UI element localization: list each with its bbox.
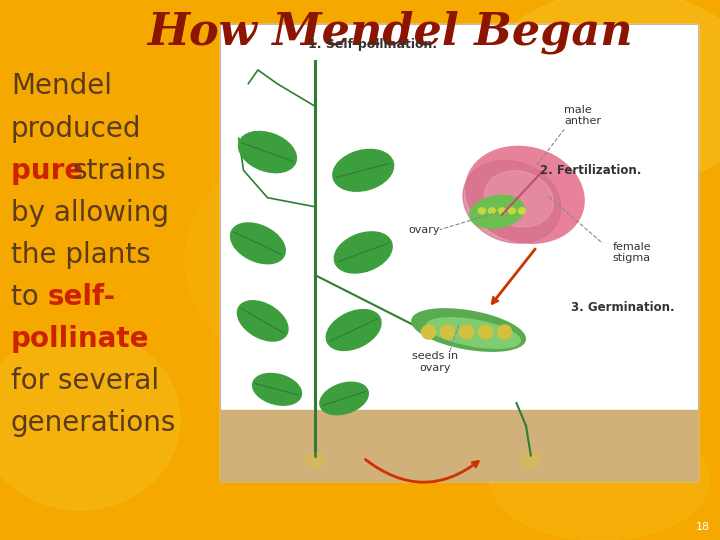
Ellipse shape bbox=[441, 325, 454, 339]
Ellipse shape bbox=[238, 131, 297, 173]
Text: strains: strains bbox=[73, 157, 166, 185]
Text: 18: 18 bbox=[696, 522, 710, 532]
Ellipse shape bbox=[305, 453, 325, 468]
Ellipse shape bbox=[518, 208, 526, 214]
Text: 2. Fertilization.: 2. Fertilization. bbox=[539, 164, 641, 177]
Bar bbox=[220, 410, 698, 481]
Ellipse shape bbox=[463, 160, 561, 243]
Ellipse shape bbox=[412, 309, 526, 351]
Ellipse shape bbox=[478, 208, 485, 214]
Text: the plants: the plants bbox=[11, 241, 150, 269]
Text: male
anther: male anther bbox=[564, 105, 601, 126]
Ellipse shape bbox=[230, 223, 285, 264]
Bar bbox=[220, 24, 698, 481]
Ellipse shape bbox=[253, 374, 302, 405]
Ellipse shape bbox=[459, 325, 474, 339]
Ellipse shape bbox=[333, 150, 394, 191]
Ellipse shape bbox=[238, 301, 288, 341]
Ellipse shape bbox=[326, 309, 381, 350]
Ellipse shape bbox=[490, 420, 710, 540]
Text: pure: pure bbox=[11, 157, 93, 185]
Ellipse shape bbox=[466, 146, 584, 243]
Text: pollinate: pollinate bbox=[11, 325, 149, 353]
Text: for several: for several bbox=[11, 367, 159, 395]
Ellipse shape bbox=[0, 330, 180, 510]
Text: ovary: ovary bbox=[408, 225, 440, 235]
Ellipse shape bbox=[488, 208, 495, 214]
Ellipse shape bbox=[485, 171, 554, 227]
Text: 3. Germination.: 3. Germination. bbox=[571, 301, 675, 314]
Text: to: to bbox=[11, 283, 48, 311]
Ellipse shape bbox=[320, 382, 369, 415]
Ellipse shape bbox=[498, 208, 505, 214]
Text: female
stigma: female stigma bbox=[612, 241, 651, 263]
Ellipse shape bbox=[479, 325, 492, 339]
Ellipse shape bbox=[427, 318, 521, 348]
Bar bbox=[220, 24, 698, 481]
Text: How Mendel Began: How Mendel Began bbox=[147, 10, 633, 54]
Text: 1. Self-pollination.: 1. Self-pollination. bbox=[308, 38, 437, 51]
Text: generations: generations bbox=[11, 409, 176, 437]
Ellipse shape bbox=[498, 325, 512, 339]
Text: seeds in
ovary: seeds in ovary bbox=[412, 351, 458, 373]
Ellipse shape bbox=[334, 232, 392, 273]
Ellipse shape bbox=[422, 325, 436, 339]
Text: Mendel: Mendel bbox=[11, 72, 112, 100]
Text: produced: produced bbox=[11, 114, 141, 143]
Text: by allowing: by allowing bbox=[11, 199, 168, 227]
Ellipse shape bbox=[185, 130, 535, 390]
Text: self-: self- bbox=[48, 283, 116, 311]
Ellipse shape bbox=[508, 208, 516, 214]
Ellipse shape bbox=[469, 195, 524, 228]
Ellipse shape bbox=[480, 0, 720, 190]
Ellipse shape bbox=[521, 453, 541, 468]
